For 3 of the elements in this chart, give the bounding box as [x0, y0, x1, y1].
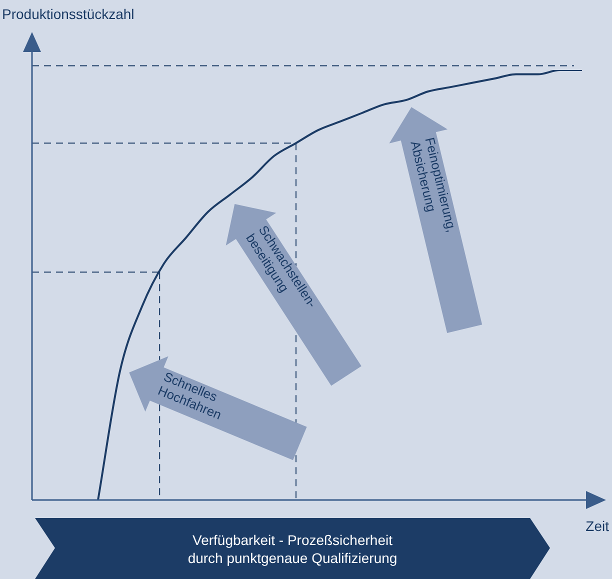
- x-axis-title: Zeit: [586, 518, 610, 534]
- y-axis-title: Produktionsstückzahl: [2, 6, 134, 22]
- chevron-banner: Verfügbarkeit - Prozeßsicherheit durch punktgenaue Qualifizierung: [35, 518, 550, 579]
